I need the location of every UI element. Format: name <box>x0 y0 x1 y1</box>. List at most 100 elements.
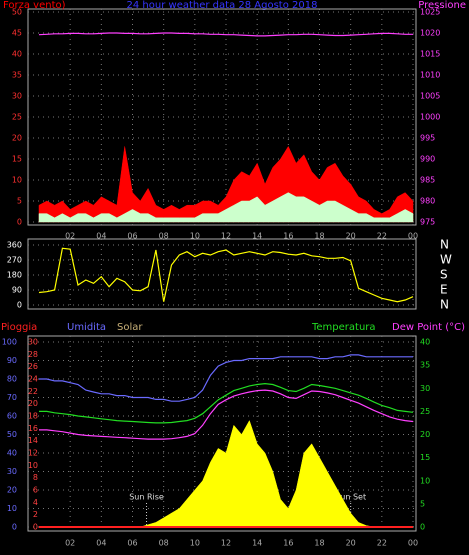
area-series <box>38 192 414 223</box>
y-tick-label: 100 <box>2 338 17 347</box>
x-tick-label: 18 <box>314 232 324 241</box>
y3-tick-label: 26 <box>28 362 38 371</box>
area-series <box>38 145 414 223</box>
y-tick-label: 40 <box>7 449 17 458</box>
y-tick-label: 40 <box>12 50 22 59</box>
y2-tick-label: W <box>440 253 452 267</box>
y-tick-label: 70 <box>7 393 17 402</box>
y3-tick-label: 16 <box>28 424 38 433</box>
x-tick-label: 00 <box>408 539 418 548</box>
x-tick-label: 16 <box>283 539 293 548</box>
series-label: Temperatura <box>311 322 376 333</box>
x-tick-label: 18 <box>314 539 324 548</box>
x-tick-label: 02 <box>65 539 75 548</box>
x-tick-label: 04 <box>96 539 106 548</box>
x-tick-label: 12 <box>221 539 231 548</box>
y2-tick-label: 35 <box>420 361 430 370</box>
y-tick-label: 50 <box>12 8 22 17</box>
x-tick-label: 00 <box>408 232 418 241</box>
series-label: Umidita <box>67 322 106 333</box>
y2-tick-label: 5 <box>420 499 425 508</box>
x-tick-label: 08 <box>159 232 169 241</box>
y2-tick-label: 1015 <box>420 50 440 59</box>
y2-tick-label: 990 <box>420 155 435 164</box>
y3-tick-label: 4 <box>33 498 38 507</box>
series-label: Pressione <box>418 0 466 11</box>
x-tick-label: 22 <box>377 232 387 241</box>
y-tick-label: 0 <box>12 523 17 532</box>
y-tick-label: 10 <box>12 176 22 185</box>
x-tick-label: 06 <box>127 232 137 241</box>
y3-tick-label: 2 <box>33 510 38 519</box>
y-tick-label: 10 <box>7 504 17 513</box>
y2-tick-label: 985 <box>420 176 435 185</box>
x-tick-label: 02 <box>65 232 75 241</box>
y2-tick-label: 1005 <box>420 92 440 101</box>
y-tick-label: 180 <box>7 271 22 280</box>
y-tick-label: 45 <box>12 29 22 38</box>
y3-tick-label: 22 <box>28 387 38 396</box>
y2-tick-label: 25 <box>420 407 430 416</box>
y3-tick-label: 0 <box>33 523 38 532</box>
line-series <box>39 354 413 402</box>
y2-tick-label: 20 <box>420 430 430 439</box>
y-tick-label: 90 <box>12 286 22 295</box>
y-tick-label: 30 <box>12 92 22 101</box>
y-tick-label: 0 <box>17 301 22 310</box>
y3-tick-label: 12 <box>28 449 38 458</box>
x-tick-label: 20 <box>346 232 356 241</box>
line-series <box>39 389 414 440</box>
series-label: Pioggia <box>1 322 37 333</box>
x-tick-label: 08 <box>159 539 169 548</box>
y3-tick-label: 30 <box>28 338 38 347</box>
x-tick-label: 16 <box>283 232 293 241</box>
y-tick-label: 50 <box>7 430 17 439</box>
annotation-label: Sun Set <box>335 493 366 502</box>
y3-tick-label: 24 <box>28 375 38 384</box>
y2-tick-label: 980 <box>420 197 435 206</box>
x-tick-label: 12 <box>221 232 231 241</box>
y2-tick-label: 1025 <box>420 8 440 17</box>
y2-tick-label: 30 <box>420 384 430 393</box>
y3-tick-label: 14 <box>28 436 38 445</box>
x-tick-label: 20 <box>346 539 356 548</box>
y-tick-label: 5 <box>17 197 22 206</box>
line-series <box>38 32 413 37</box>
series-label: Solar <box>117 322 143 333</box>
y-tick-label: 0 <box>17 218 22 227</box>
y-tick-label: 360 <box>7 241 22 250</box>
x-tick-label: 04 <box>96 232 106 241</box>
y2-tick-label: 1000 <box>420 113 440 122</box>
x-tick-label: 10 <box>190 232 200 241</box>
line-series <box>38 247 414 303</box>
y-tick-label: 270 <box>7 256 22 265</box>
y3-tick-label: 6 <box>33 486 38 495</box>
y3-tick-label: 10 <box>28 461 38 470</box>
y-tick-label: 15 <box>12 155 22 164</box>
y-tick-label: 20 <box>12 134 22 143</box>
y2-tick-label: 1020 <box>420 29 440 38</box>
annotation-label: Sun Rise <box>129 493 164 502</box>
series-label: Forza vento) <box>3 0 66 11</box>
x-tick-label: 06 <box>127 539 137 548</box>
chart-title: 24 hour weather data 28 Agosto 2018 <box>127 0 318 11</box>
x-tick-label: 22 <box>377 539 387 548</box>
y-tick-label: 20 <box>7 486 17 495</box>
panel-frame <box>27 335 417 532</box>
y2-tick-label: N <box>440 298 449 312</box>
y2-tick-label: 995 <box>420 134 435 143</box>
y-tick-label: 60 <box>7 412 17 421</box>
y2-tick-label: 975 <box>420 218 435 227</box>
line-series <box>39 382 414 424</box>
y-tick-label: 35 <box>12 71 22 80</box>
y2-tick-label: N <box>440 238 449 252</box>
y3-tick-label: 18 <box>28 412 38 421</box>
y2-tick-label: 40 <box>420 338 430 347</box>
y2-tick-label: E <box>440 283 448 297</box>
y3-tick-label: 8 <box>33 473 38 482</box>
y2-tick-label: 10 <box>420 476 430 485</box>
y2-tick-label: 1010 <box>420 71 440 80</box>
panel-frame <box>27 238 417 310</box>
y-tick-label: 25 <box>12 113 22 122</box>
